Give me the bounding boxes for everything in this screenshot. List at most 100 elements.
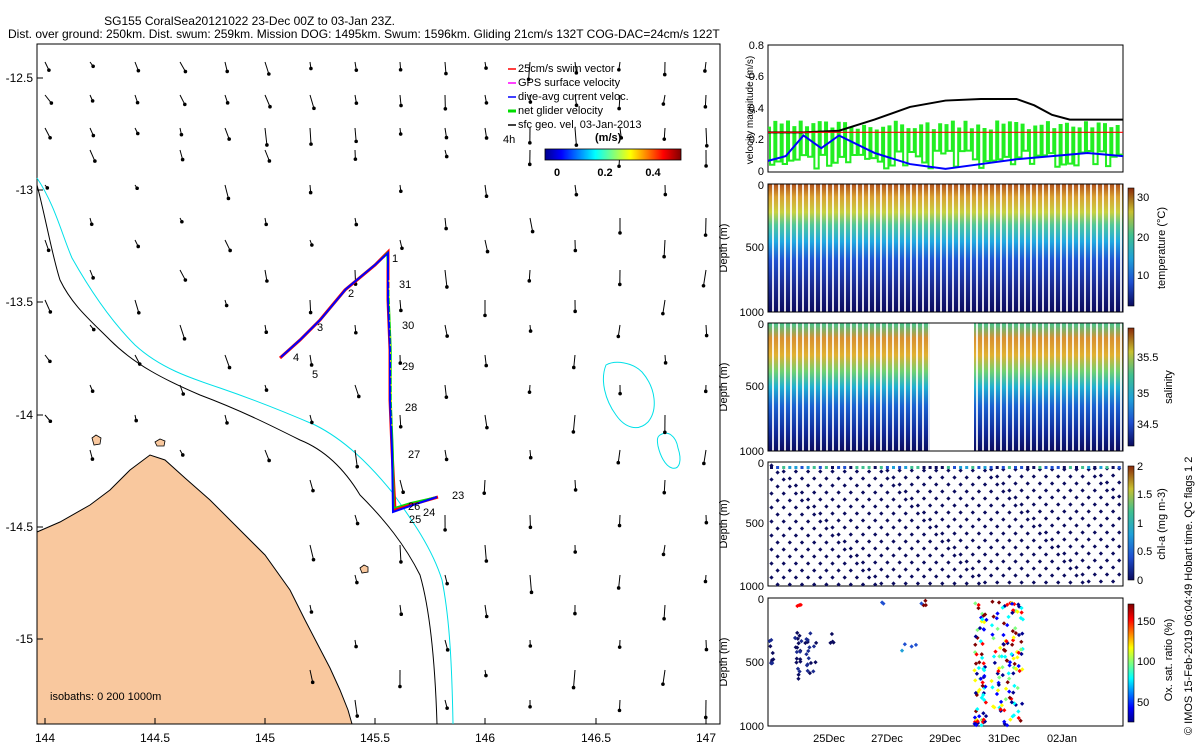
chla-point xyxy=(1031,538,1036,543)
oxygen-point xyxy=(1003,697,1008,702)
vector-arrow-head xyxy=(483,313,487,318)
chla-point xyxy=(1031,552,1036,557)
chla-point xyxy=(1092,516,1097,521)
chla-point xyxy=(842,483,847,488)
chla-point xyxy=(1038,466,1042,469)
chla-point xyxy=(799,554,805,559)
chla-point xyxy=(860,546,866,551)
chla-point xyxy=(958,496,963,501)
chla-point xyxy=(1104,516,1110,521)
isobaths-label: isobaths: 0 200 1000m xyxy=(50,691,161,703)
chla-point xyxy=(946,496,951,501)
chla-point xyxy=(1110,551,1116,556)
oxygen-point xyxy=(796,641,801,646)
oxygen-point xyxy=(994,691,1000,697)
chla-point xyxy=(1001,531,1006,536)
chla-point xyxy=(1056,474,1061,479)
oxygen-point xyxy=(923,603,928,608)
vector-arrow-head xyxy=(617,67,621,72)
vector-arrow-head xyxy=(137,311,141,315)
vector-arrow-head xyxy=(705,143,709,148)
land-cape-york xyxy=(36,454,353,725)
chla-point xyxy=(1056,466,1060,469)
oxygen-point xyxy=(769,661,774,666)
oxygen-point xyxy=(1000,673,1005,678)
vector-arrow-head xyxy=(445,706,449,710)
vector-arrow xyxy=(309,544,314,560)
chla-point xyxy=(1049,537,1055,542)
vector-arrow-head xyxy=(703,389,708,394)
chla-point xyxy=(892,466,895,469)
chla-point xyxy=(1074,495,1079,500)
chla-point xyxy=(866,511,872,516)
chla-point xyxy=(921,574,927,579)
chla-point xyxy=(873,582,878,587)
chla-point xyxy=(1062,509,1067,514)
chla-point xyxy=(995,524,1000,529)
vector-arrow xyxy=(399,414,402,427)
chla-point xyxy=(836,504,841,509)
oxygen-point xyxy=(977,687,982,692)
chla-point xyxy=(830,525,835,530)
chla-point xyxy=(1056,580,1061,585)
chla-point xyxy=(1092,572,1097,577)
vector-arrow-head xyxy=(617,523,622,528)
oxygen-point xyxy=(794,649,799,655)
chla-point xyxy=(1037,573,1043,578)
vector-arrow-head xyxy=(661,102,666,106)
oxygen-point xyxy=(793,635,798,641)
chla-point xyxy=(1019,566,1024,571)
chla-point xyxy=(982,496,988,501)
oxygen-point xyxy=(980,655,985,661)
chla-point xyxy=(873,532,878,537)
vector-arrow xyxy=(354,384,360,397)
chla-point xyxy=(812,568,817,573)
track-label: 5 xyxy=(312,369,318,381)
chla-point xyxy=(842,497,847,502)
chla-point xyxy=(922,466,926,469)
chla-point xyxy=(946,510,951,515)
chla-point xyxy=(909,496,914,501)
chla-point xyxy=(970,566,975,571)
chla-point xyxy=(1099,466,1103,469)
vector-arrow-head xyxy=(445,581,449,586)
vector-arrow-head xyxy=(528,141,532,145)
chla-point xyxy=(879,497,884,502)
chla-point xyxy=(988,559,994,564)
vector-arrow-head xyxy=(48,359,52,364)
vector-arrow-head xyxy=(527,390,532,394)
chla-point xyxy=(812,512,817,517)
oxygen-point xyxy=(805,668,810,674)
vector-arrow-head xyxy=(485,425,489,430)
chla-point xyxy=(964,581,969,586)
oxygen-point xyxy=(1015,685,1020,691)
oxygen-point xyxy=(976,665,981,671)
chla-point xyxy=(1074,573,1079,578)
vector-arrow-head xyxy=(527,162,532,167)
chla-point xyxy=(897,518,902,523)
chla-point xyxy=(1062,481,1067,486)
vector-arrow xyxy=(574,61,577,73)
vector-arrow-head xyxy=(617,106,621,111)
chla-point xyxy=(1086,537,1091,542)
chla-point xyxy=(965,466,969,469)
chla-point xyxy=(995,510,1000,515)
chla-point xyxy=(799,526,805,531)
vector-arrow-head xyxy=(616,334,621,339)
chla-point xyxy=(818,497,823,502)
chla-point xyxy=(1093,466,1097,469)
vector-arrow-head xyxy=(227,137,231,141)
chla-point xyxy=(842,575,847,580)
chla-point xyxy=(982,580,988,585)
oxygen-point xyxy=(1011,635,1016,640)
vector-arrow-head xyxy=(310,420,314,425)
vector-arrow-head xyxy=(91,64,95,69)
vector-arrow xyxy=(663,479,666,493)
chla-point xyxy=(782,466,786,469)
oxygen-point xyxy=(973,634,978,639)
chla-point xyxy=(946,538,951,543)
chla-point xyxy=(916,466,920,469)
chla-point xyxy=(787,498,792,503)
oxygen-point xyxy=(1006,671,1011,676)
chla-point xyxy=(940,503,945,508)
